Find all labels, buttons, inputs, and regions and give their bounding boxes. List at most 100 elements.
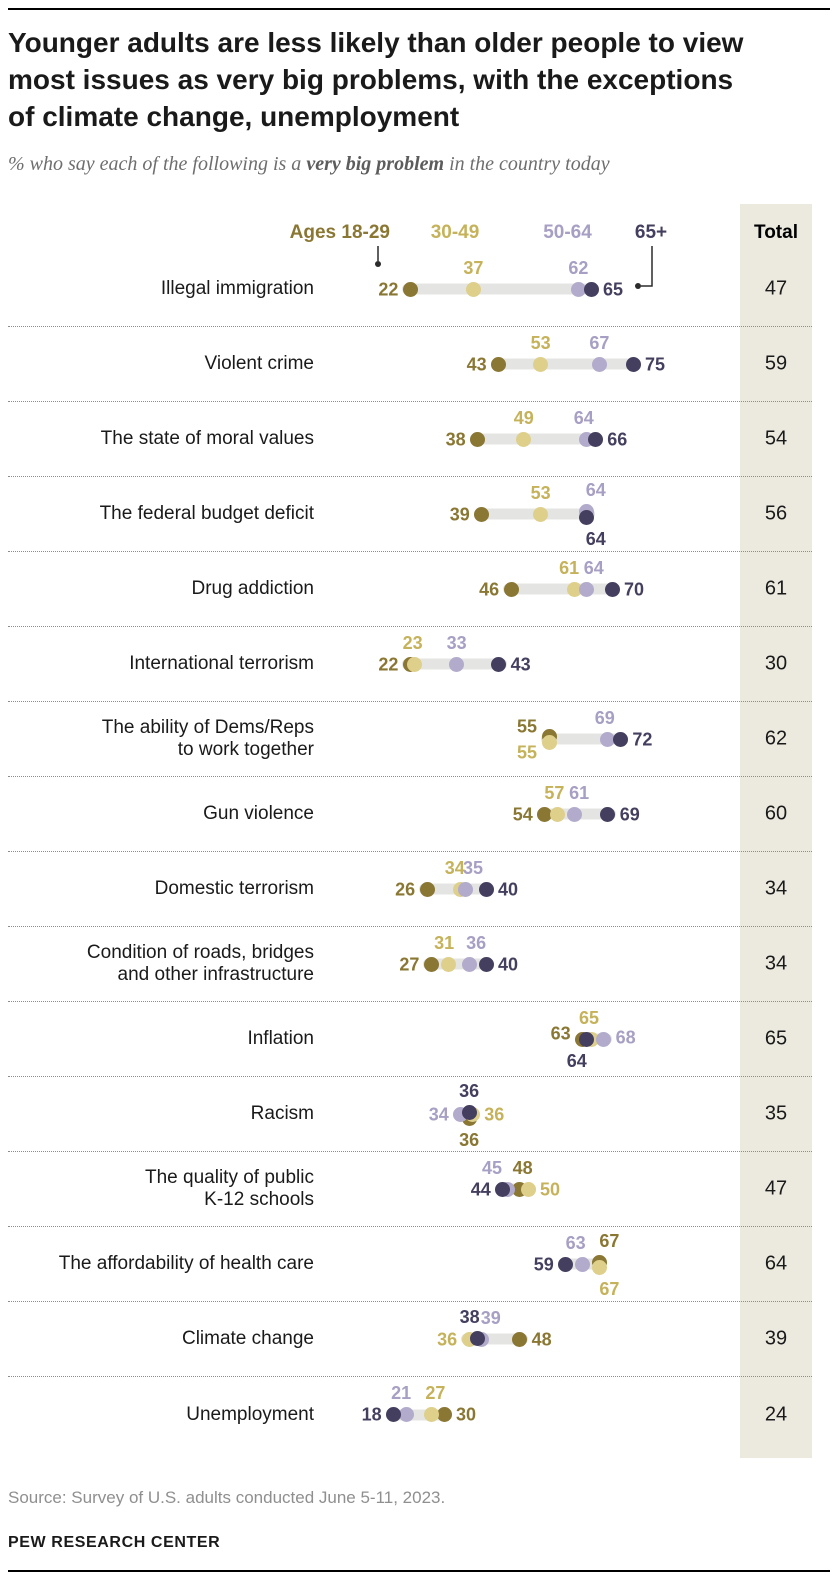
age-dot-30-49	[440, 957, 456, 972]
value-label: 68	[615, 1027, 636, 1047]
age-dot-50-64	[600, 732, 616, 747]
subtitle-bold-phrase: very big problem	[306, 153, 445, 175]
total-value: 47	[764, 1177, 788, 1200]
age-dot-30-49	[549, 807, 565, 822]
value-label: 67	[599, 1278, 620, 1299]
source-note: Source: Survey of U.S. adults conducted …	[8, 1488, 446, 1507]
value-label: 67	[589, 332, 610, 353]
row-label: Violent crime	[204, 353, 314, 374]
value-label: 64	[585, 528, 606, 549]
range-bar	[461, 1333, 528, 1345]
total-value: 54	[764, 427, 788, 450]
age-dot-30-49	[516, 432, 532, 447]
total-value: 65	[764, 1027, 788, 1050]
age-dot-50-64	[591, 357, 607, 372]
row-label: The state of moral values	[100, 428, 314, 449]
value-label: 50	[540, 1179, 561, 1199]
age-dot-30-49	[423, 1407, 439, 1422]
value-label: 62	[568, 257, 589, 278]
value-label: 26	[395, 879, 416, 899]
chart-row: The state of moral values 38 49 64 66 54	[8, 402, 812, 477]
total-column-background	[740, 204, 812, 1458]
row-label: Racism	[250, 1103, 314, 1124]
value-label: 70	[624, 579, 645, 599]
value-label: 59	[533, 1254, 554, 1274]
value-label: 21	[391, 1382, 412, 1403]
range-bar	[402, 283, 599, 295]
row-label: Domestic terrorism	[154, 878, 314, 899]
chart-row: International terrorism 22 23 33 43 30	[8, 627, 812, 702]
value-label: 57	[544, 782, 565, 803]
subtitle-prefix: % who say each of the following is a	[8, 153, 307, 175]
age-dot-30-49	[533, 507, 549, 522]
value-label: 48	[531, 1329, 552, 1349]
value-label: 22	[378, 654, 399, 674]
value-label: 23	[402, 632, 423, 653]
value-label: 37	[463, 257, 484, 278]
age-dot-65+	[579, 510, 595, 525]
value-label: 75	[645, 354, 666, 374]
age-dot-65+	[612, 732, 628, 747]
age-dot-50-64	[596, 1032, 612, 1047]
range-bar	[490, 358, 641, 370]
total-value: 34	[764, 877, 788, 900]
chart-row: Racism 36 36 34 36 35	[8, 1077, 812, 1152]
value-label: 48	[512, 1157, 533, 1178]
value-label: 34	[444, 857, 465, 878]
range-bar	[385, 1409, 452, 1420]
age-dot-65+	[604, 582, 620, 597]
total-value: 56	[764, 502, 788, 525]
total-header: Total	[754, 222, 798, 243]
value-label: 65	[578, 1007, 600, 1028]
row-label: Unemployment	[186, 1403, 314, 1425]
value-label: 46	[479, 579, 500, 599]
row-label: The federal budget deficit	[99, 503, 314, 524]
age-dot-30-49	[520, 1182, 536, 1197]
value-label: 36	[466, 932, 487, 953]
age-dot-65+	[461, 1105, 477, 1120]
value-label: 63	[550, 1023, 571, 1043]
chart-row: The ability of Dems/Reps to work togethe…	[8, 702, 812, 777]
chart-title-line: most issues as very big problems, with t…	[8, 64, 734, 95]
value-label: 40	[498, 879, 519, 899]
value-label: 33	[446, 632, 467, 653]
value-label: 55	[516, 716, 537, 736]
chart-row: Unemployment 30 27 21 18 24	[8, 1377, 812, 1452]
value-label: 30	[456, 1404, 477, 1424]
chart-rows: Illegal immigration 22 37 62 65 47 Violent cri…	[8, 252, 812, 1452]
age-dot-30-49	[591, 1260, 607, 1275]
value-label: 36	[437, 1329, 458, 1349]
value-label: 64	[585, 479, 606, 500]
legend-30-49: 30-49	[430, 222, 480, 243]
total-value: 60	[764, 802, 788, 825]
total-value: 64	[764, 1252, 788, 1275]
value-label: 40	[498, 954, 519, 974]
age-dot-65+	[478, 957, 494, 972]
age-dot-Ages 18-29	[503, 582, 519, 597]
value-label: 64	[583, 557, 604, 578]
range-bar	[423, 958, 494, 970]
value-label: 54	[512, 804, 533, 824]
chart-row: Gun violence 54 57 61 69 60	[8, 777, 812, 852]
value-label: 72	[632, 729, 653, 749]
age-dot-65+	[386, 1407, 402, 1422]
total-value: 24	[764, 1403, 788, 1425]
value-label: 63	[565, 1232, 586, 1253]
value-label: 36	[459, 1129, 480, 1150]
age-dot-Ages 18-29	[537, 807, 553, 822]
total-value: 34	[764, 952, 788, 975]
value-label: 27	[399, 954, 420, 974]
value-label: 39	[449, 504, 470, 524]
age-dot-30-49	[407, 657, 423, 672]
chart-row: Climate change 48 36 39 38 39	[8, 1302, 812, 1377]
total-value: 61	[764, 577, 788, 600]
range-bar	[503, 583, 620, 595]
total-value: 59	[764, 352, 788, 375]
value-label: 43	[466, 354, 487, 374]
value-label: 69	[619, 804, 640, 824]
chart-row: Domestic terrorism 26 34 35 40 34	[8, 852, 812, 927]
range-bar	[469, 433, 604, 445]
row-label: Drug addiction	[191, 578, 314, 599]
chart-row: Drug addiction 46 61 64 70 61	[8, 552, 812, 627]
